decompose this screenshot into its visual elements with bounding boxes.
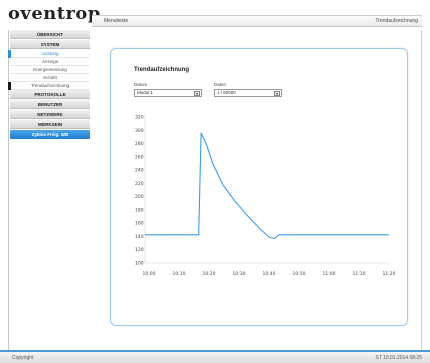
y-tick-label: 320	[135, 115, 144, 121]
trend-panel: Trendaufzeichnung Datum Modul 1 ▾ Daten …	[110, 48, 408, 326]
sidebar-item[interactable]: Zyklus Freig. WB	[10, 130, 90, 139]
header-bar: Menuleiste Trendaufzeichnung	[92, 15, 422, 27]
data-select-label: Daten	[214, 82, 227, 87]
y-tick-label: 220	[135, 181, 144, 187]
sidebar-item[interactable]: Schaltt	[10, 74, 90, 82]
header: oventrop Menuleiste Trendaufzeichnung	[0, 0, 430, 32]
x-tick-label: 11:10	[353, 271, 366, 277]
y-tick-label: 300	[135, 128, 144, 134]
footer: Copyright ST 10.01.2014 08:25	[0, 350, 430, 363]
module-select[interactable]: Modul 1 ▾	[134, 89, 202, 97]
sidebar-item[interactable]: ÜBERSICHT	[10, 30, 90, 39]
sidebar-item[interactable]: PROTOKOLLE	[10, 90, 90, 99]
sidebar-item[interactable]: WERKSEIN	[10, 120, 90, 129]
sidebar-item-label: Leistung	[41, 51, 59, 56]
data-select[interactable]: 1 / 60000 ▾	[214, 89, 282, 97]
sidebar-item[interactable]: SYSTEM	[10, 40, 90, 49]
x-tick-label: 11:00	[323, 271, 336, 277]
x-tick-label: 11:20	[383, 271, 396, 277]
logo: oventrop	[8, 4, 101, 24]
sidebar-item-label: BENUTZER	[37, 102, 63, 107]
header-page-name: Trendaufzeichnung	[375, 18, 418, 24]
data-select-value: 1 / 60000	[217, 90, 236, 95]
header-title: Menuleiste	[104, 18, 129, 24]
sidebar-item-marker	[8, 50, 11, 58]
y-tick-label: 100	[135, 261, 144, 267]
x-tick-label: 10:50	[293, 271, 306, 277]
chevron-down-icon[interactable]: ▾	[274, 91, 280, 96]
sidebar-item[interactable]: NETZWERK	[10, 110, 90, 119]
y-tick-label: 200	[135, 194, 144, 200]
y-tick-label: 160	[135, 221, 144, 227]
module-select-label: Datum	[134, 82, 148, 87]
sidebar-item[interactable]: Leistung	[8, 50, 90, 58]
module-select-value: Modul 1	[137, 90, 154, 95]
sidebar-item-label: ÜBERSICHT	[36, 32, 64, 37]
series-line	[145, 132, 389, 240]
x-tick-label: 10:20	[203, 271, 216, 277]
footer-copyright: Copyright	[12, 355, 34, 361]
sidebar-item[interactable]: Energiemessung	[10, 66, 90, 74]
chevron-down-icon[interactable]: ▾	[194, 91, 200, 96]
y-tick-label: 240	[135, 168, 144, 174]
sidebar-item-label: NETZWERK	[37, 112, 63, 117]
sidebar-item-label: WERKSEIN	[37, 122, 63, 127]
sidebar-item-label: SYSTEM	[40, 42, 60, 47]
y-tick-label: 120	[135, 247, 144, 253]
sidebar-item-label: PROTOKOLLE	[34, 92, 66, 97]
y-tick-label: 140	[135, 234, 144, 240]
y-tick-label: 280	[135, 141, 144, 147]
sidebar-item-label: Zyklus Freig. WB	[31, 132, 69, 137]
frame-border-right	[421, 30, 422, 352]
sidebar-item[interactable]: BENUTZER	[10, 100, 90, 109]
sidebar-item-label: Trendaufzeichnung	[30, 83, 70, 88]
footer-datetime: ST 10.01.2014 08:25	[375, 355, 422, 361]
sidebar-item-label: Anzeige	[41, 59, 59, 64]
sidebar-item[interactable]: Trendaufzeichnung	[8, 82, 90, 90]
y-tick-label: 260	[135, 154, 144, 160]
frame-border-left	[8, 30, 9, 352]
x-tick-label: 10:30	[233, 271, 246, 277]
sidebar-item-label: Schaltt	[43, 75, 57, 80]
y-tick-label: 180	[135, 207, 144, 213]
panel-title: Trendaufzeichnung	[134, 67, 190, 73]
sidebar-nav: ÜBERSICHT SYSTEM Leistung Anzeige Energiemes…	[8, 30, 90, 139]
trend-chart: 320 300 280 260 240 220 200 180 160 140 120 100 10:0…	[135, 115, 396, 278]
x-tick-label: 10:00	[143, 271, 156, 277]
sidebar-item[interactable]: Anzeige	[10, 58, 90, 66]
x-tick-label: 10:10	[173, 271, 186, 277]
x-tick-label: 10:40	[263, 271, 276, 277]
sidebar-item-label: Energiemessung	[33, 67, 67, 72]
sidebar-item-marker	[8, 82, 11, 90]
